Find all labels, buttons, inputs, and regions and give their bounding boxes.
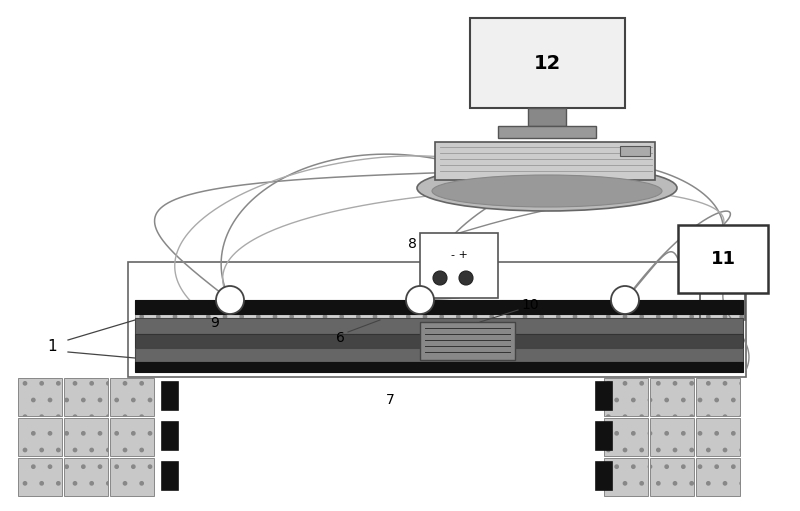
Bar bbox=[620, 146, 650, 156]
Bar bbox=[135, 348, 743, 362]
Bar bbox=[64, 458, 108, 496]
Bar bbox=[678, 225, 768, 293]
Bar bbox=[162, 382, 178, 410]
Bar bbox=[135, 300, 743, 372]
Bar bbox=[128, 262, 746, 377]
Bar bbox=[18, 458, 62, 496]
Ellipse shape bbox=[432, 175, 662, 207]
Circle shape bbox=[406, 286, 434, 314]
Text: 9: 9 bbox=[210, 316, 219, 330]
Bar bbox=[162, 422, 178, 450]
Bar bbox=[596, 422, 612, 450]
Bar bbox=[18, 378, 62, 416]
Circle shape bbox=[216, 286, 244, 314]
Bar bbox=[696, 418, 740, 456]
Text: 7: 7 bbox=[386, 393, 394, 407]
Bar bbox=[135, 334, 743, 348]
Bar bbox=[135, 362, 743, 372]
Bar bbox=[604, 458, 648, 496]
Ellipse shape bbox=[417, 165, 677, 211]
Bar bbox=[696, 378, 740, 416]
Bar bbox=[650, 418, 694, 456]
Bar bbox=[110, 378, 154, 416]
Bar bbox=[650, 378, 694, 416]
Bar bbox=[650, 458, 694, 496]
Text: 6: 6 bbox=[335, 331, 345, 345]
Bar bbox=[18, 418, 62, 456]
Bar bbox=[498, 126, 596, 138]
Bar bbox=[604, 378, 648, 416]
Bar bbox=[604, 418, 648, 456]
Bar bbox=[596, 382, 612, 410]
Bar bbox=[162, 462, 178, 490]
Text: 11: 11 bbox=[710, 250, 735, 268]
Bar bbox=[64, 378, 108, 416]
Bar bbox=[470, 18, 625, 108]
Bar bbox=[110, 418, 154, 456]
Bar bbox=[64, 418, 108, 456]
Bar bbox=[420, 322, 515, 360]
Circle shape bbox=[611, 286, 639, 314]
Bar bbox=[135, 318, 743, 334]
Bar bbox=[528, 108, 566, 126]
Bar bbox=[596, 462, 612, 490]
Text: 10: 10 bbox=[521, 298, 539, 312]
Bar bbox=[435, 142, 655, 180]
Text: 12: 12 bbox=[534, 54, 561, 73]
Bar bbox=[110, 458, 154, 496]
Circle shape bbox=[459, 271, 473, 285]
Text: 8: 8 bbox=[407, 237, 417, 251]
Bar bbox=[135, 300, 743, 314]
Bar bbox=[696, 458, 740, 496]
Bar bbox=[420, 233, 498, 298]
Circle shape bbox=[433, 271, 447, 285]
Text: 1: 1 bbox=[47, 338, 57, 354]
Text: - +: - + bbox=[450, 250, 467, 260]
